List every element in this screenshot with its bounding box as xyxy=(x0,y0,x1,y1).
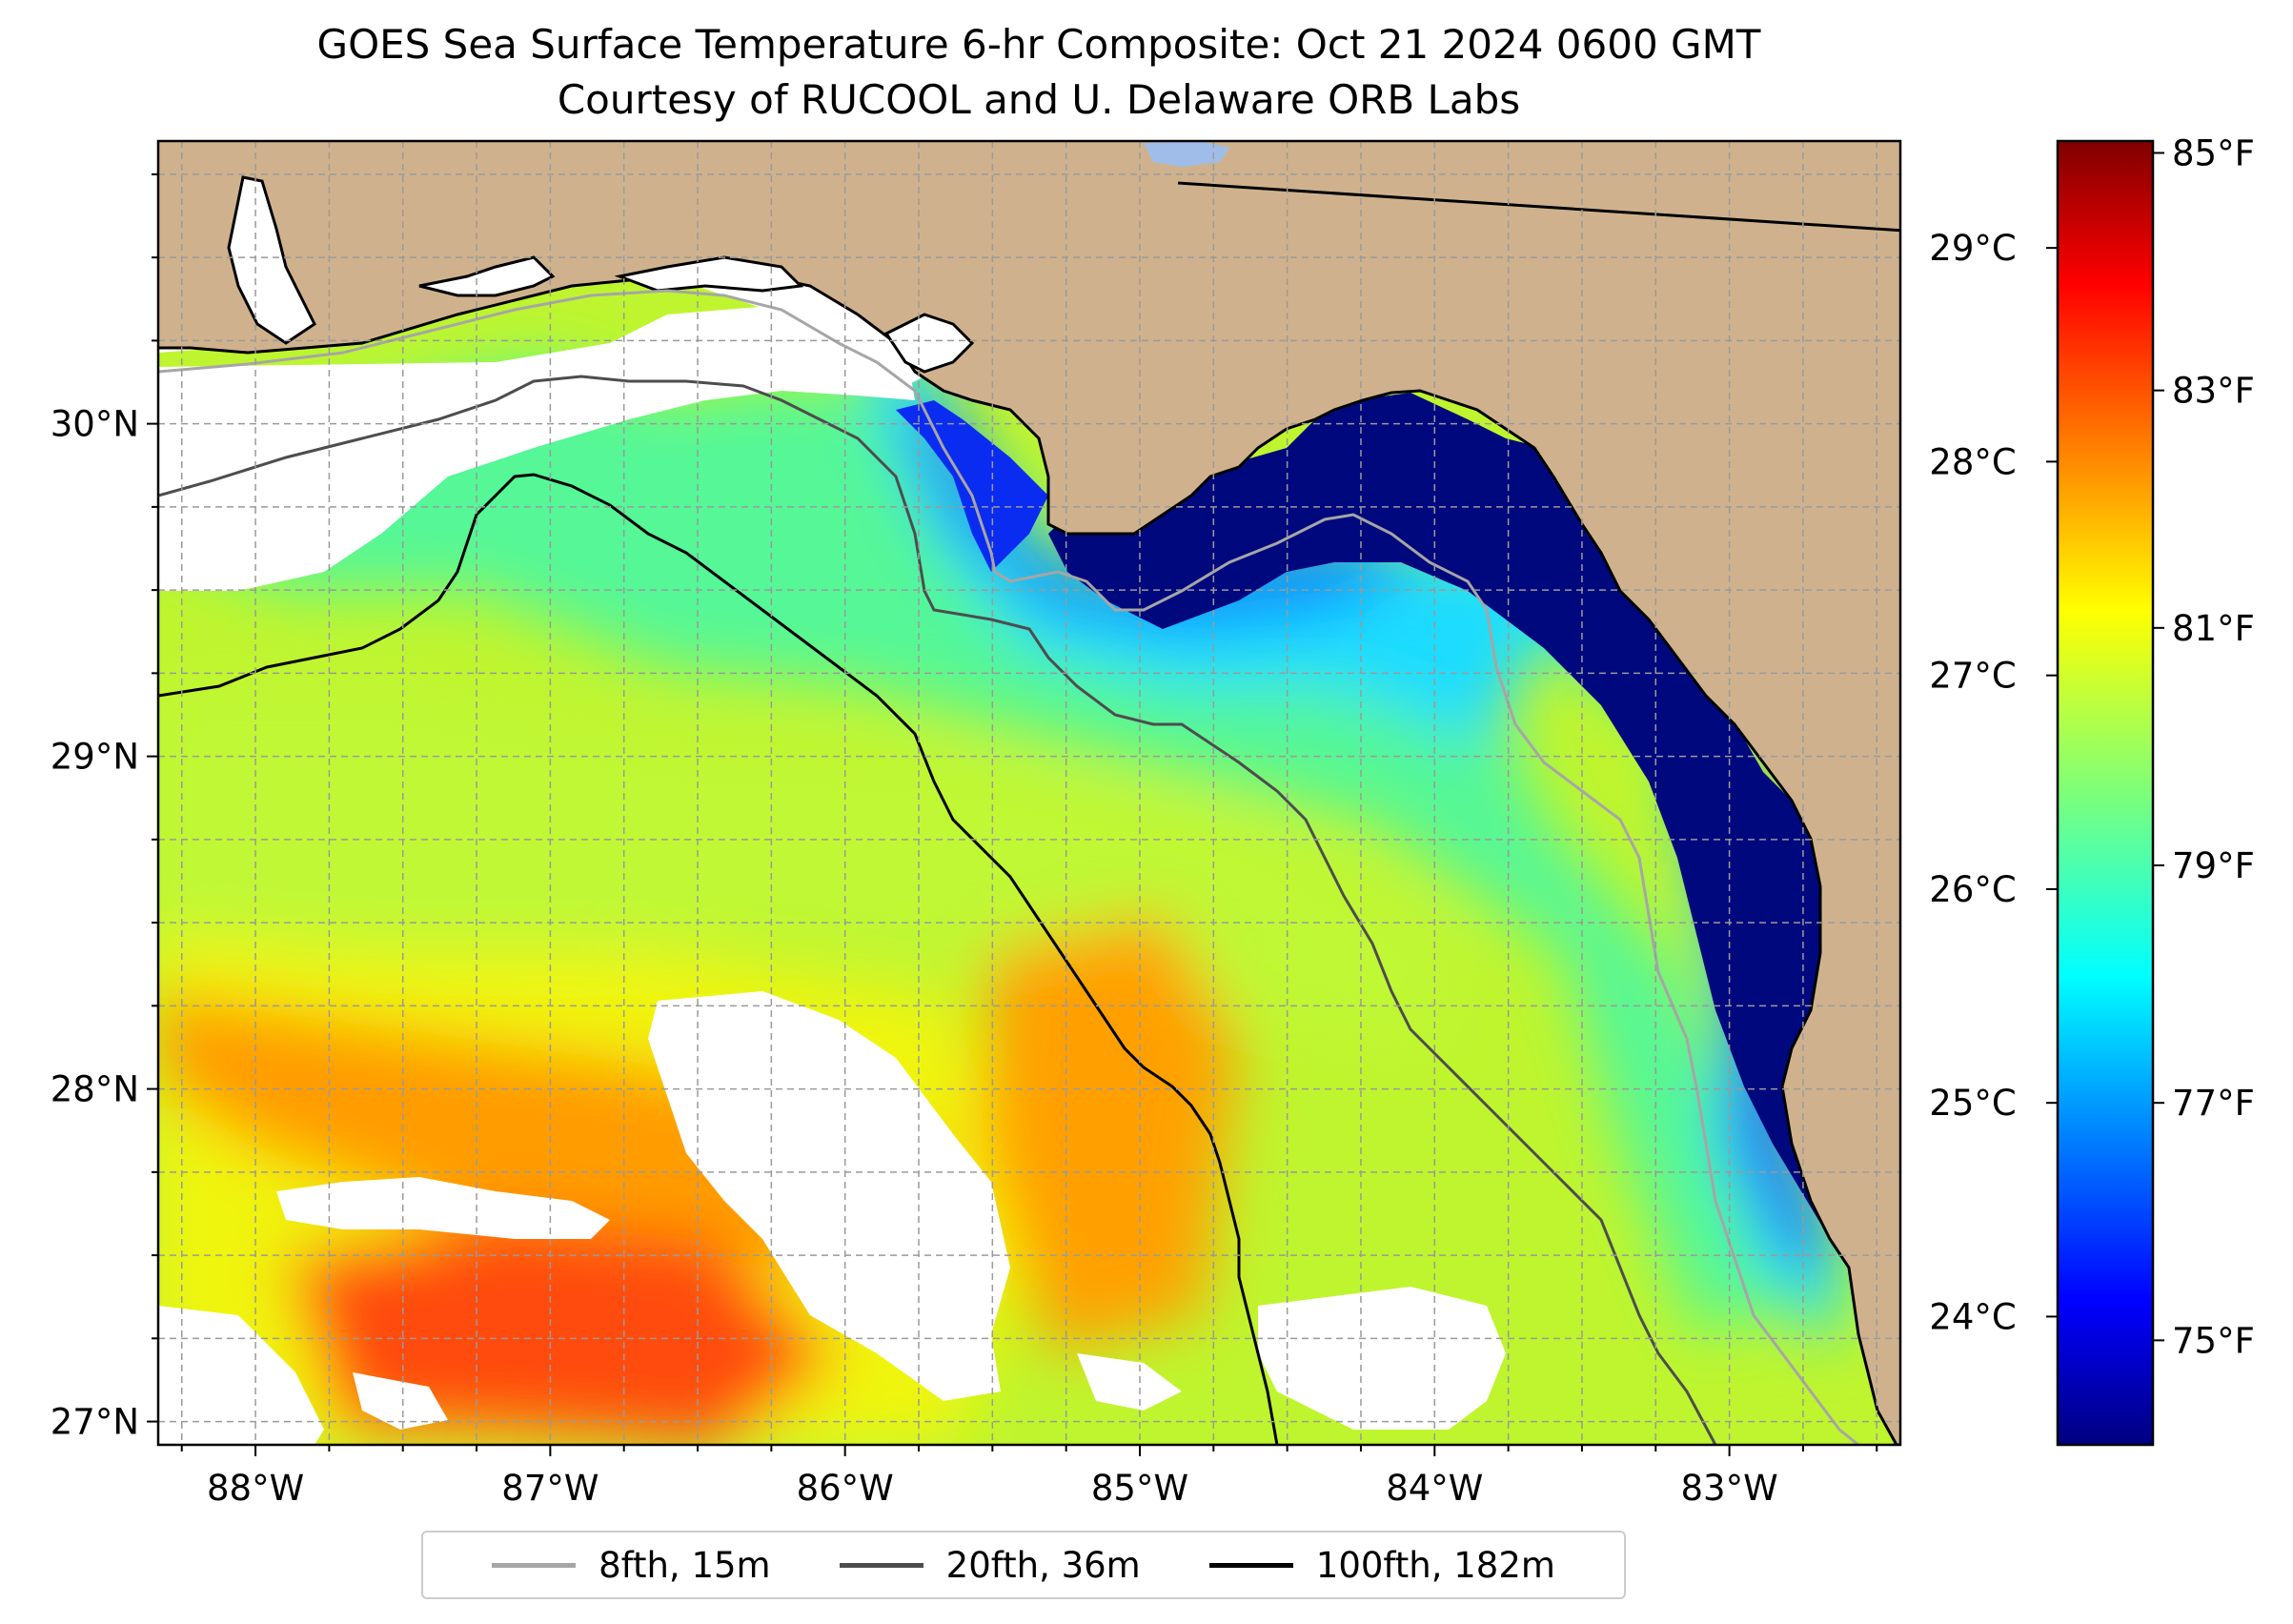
lat-tick-label: 28°N xyxy=(51,1069,139,1110)
apalachicola-cold-patch xyxy=(896,400,1048,572)
lon-tick-label: 86°W xyxy=(797,1468,894,1509)
gridlines xyxy=(158,141,1900,1445)
fahrenheit-tick-label: 75°F xyxy=(2172,1320,2255,1361)
lon-tick-label: 88°W xyxy=(207,1468,304,1509)
inland-bays xyxy=(227,141,1229,374)
legend-line-100fth xyxy=(1208,1562,1293,1568)
land xyxy=(158,141,1900,1445)
celsius-tick-label: 29°C xyxy=(1929,228,2016,269)
lon-tick-label: 87°W xyxy=(501,1468,599,1509)
legend-line-8fth xyxy=(492,1562,577,1568)
legend-label-20fth: 20fth, 36m xyxy=(945,1544,1141,1586)
celsius-tick-label: 27°C xyxy=(1929,656,2016,697)
lon-tick-label: 83°W xyxy=(1681,1468,1778,1509)
celsius-tick-label: 25°C xyxy=(1929,1083,2016,1124)
celsius-tick-label: 28°C xyxy=(1929,441,2016,482)
map-title: GOES Sea Surface Temperature 6-hr Compos… xyxy=(316,21,1761,68)
lat-tick-label: 30°N xyxy=(51,404,139,445)
state-border-line xyxy=(1177,181,1900,233)
legend-label-100fth: 100fth, 182m xyxy=(1315,1544,1555,1586)
fahrenheit-tick-label: 77°F xyxy=(2172,1083,2255,1124)
bathymetry-contours xyxy=(158,181,1900,1445)
lon-tick-label: 85°W xyxy=(1091,1468,1188,1509)
coastal-cold-band xyxy=(1048,393,1877,1277)
contour-legend: 8fth, 15m 20fth, 36m 100fth, 182m xyxy=(421,1531,1626,1599)
lon-tick-label: 84°W xyxy=(1386,1468,1483,1509)
legend-item-8fth: 8fth, 15m xyxy=(492,1545,771,1586)
fahrenheit-tick-label: 85°F xyxy=(2172,132,2255,173)
legend-item-20fth: 20fth, 36m xyxy=(839,1544,1141,1586)
fahrenheit-tick-label: 83°F xyxy=(2172,371,2255,412)
contour-100fth-182m xyxy=(158,473,1279,1445)
celsius-tick-label: 26°C xyxy=(1929,869,2016,910)
plot-area xyxy=(158,141,1900,1445)
fahrenheit-tick-label: 79°F xyxy=(2172,845,2255,886)
lat-tick-label: 27°N xyxy=(51,1402,139,1443)
fahrenheit-tick-label: 81°F xyxy=(2172,608,2255,649)
legend-label-8fth: 8fth, 15m xyxy=(599,1544,771,1586)
plot-frame xyxy=(156,139,1902,1447)
colorbar-ticks: 24°C 25°C 26°C 27°C 28°C 29°C 75°F 77°F 79°F 81°F… xyxy=(1929,132,2255,1361)
lat-tick-label: 29°N xyxy=(51,737,139,778)
axis-ticks: 88°W 87°W 86°W 85°W 84°W 83°W 27°N 28°N 29°N 30°N xyxy=(51,173,1878,1509)
sst-field xyxy=(158,343,1839,1445)
contour-20fth-36m xyxy=(158,375,1717,1445)
celsius-tick-label: 24°C xyxy=(1929,1296,2016,1337)
map-subtitle: Courtesy of RUCOOL and U. Delaware ORB L… xyxy=(557,76,1521,123)
legend-line-20fth xyxy=(839,1562,923,1568)
legend-item-100fth: 100fth, 182m xyxy=(1208,1544,1555,1586)
colorbar xyxy=(2056,139,2155,1447)
